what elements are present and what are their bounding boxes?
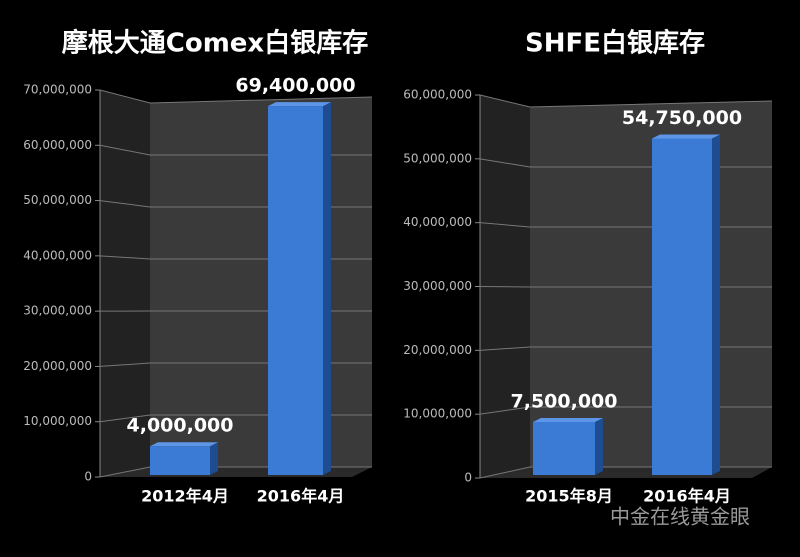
- bar-side: [323, 102, 331, 476]
- y-tick-label: 0: [464, 471, 472, 485]
- y-tick-label: 40,000,000: [403, 215, 472, 229]
- bar-top: [533, 418, 603, 422]
- bar-top: [268, 102, 331, 107]
- grid-line: [479, 94, 773, 108]
- bar-top: [652, 134, 720, 139]
- value-label: 4,000,000: [127, 415, 234, 437]
- y-tick-label: 70,000,000: [23, 83, 92, 97]
- y-tick-label: 10,000,000: [23, 414, 92, 428]
- value-label: 54,750,000: [622, 107, 742, 129]
- grid-line: [99, 89, 373, 104]
- bar-side: [210, 442, 218, 475]
- back-wall: [150, 97, 372, 467]
- bar-side: [595, 418, 603, 475]
- chart-title: SHFE白银库存: [525, 28, 705, 59]
- chart-title: 摩根大通Comex白银库存: [62, 28, 368, 59]
- y-tick-label: 10,000,000: [403, 407, 472, 421]
- y-tick-label: 40,000,000: [23, 248, 92, 262]
- value-label: 69,400,000: [235, 75, 355, 97]
- x-tick-label: 2016年4月: [257, 487, 345, 506]
- grid-line: [479, 286, 772, 288]
- x-tick-label: 2015年8月: [525, 487, 613, 506]
- y-tick-label: 20,000,000: [23, 359, 92, 373]
- y-tick-label: 60,000,000: [23, 138, 92, 152]
- x-tick-label: 2012年4月: [141, 487, 229, 506]
- y-tick-label: 20,000,000: [403, 343, 472, 357]
- value-label: 7,500,000: [511, 391, 618, 413]
- side-wall: [100, 90, 150, 477]
- y-tick-label: 60,000,000: [403, 88, 472, 102]
- y-tick-label: 0: [84, 470, 92, 484]
- y-tick-label: 30,000,000: [403, 279, 472, 293]
- bar-top: [150, 442, 218, 447]
- watermark: 中金在线黄金眼: [610, 505, 750, 529]
- y-tick-label: 30,000,000: [23, 304, 92, 318]
- y-tick-label: 50,000,000: [23, 193, 92, 207]
- bar-side: [712, 134, 720, 475]
- bar: [652, 138, 712, 475]
- bar: [268, 106, 323, 476]
- x-tick-label: 2016年4月: [643, 487, 731, 506]
- bar: [150, 446, 210, 475]
- bar: [533, 422, 595, 475]
- y-tick-label: 50,000,000: [403, 151, 472, 165]
